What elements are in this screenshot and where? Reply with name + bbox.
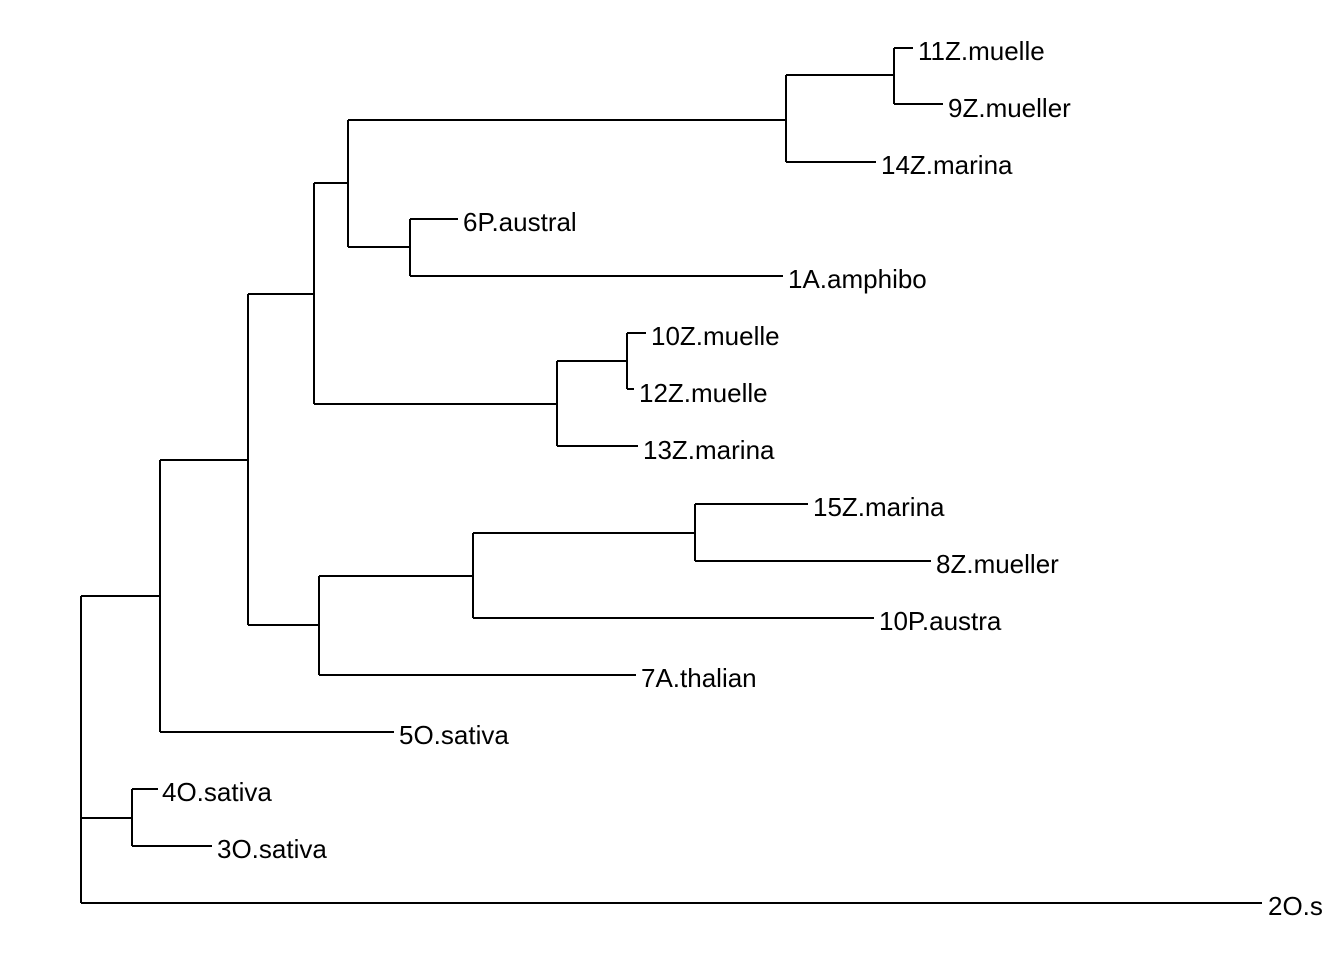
tip-label-9Z-mueller: 9Z.mueller [948,93,1071,123]
tip-label-4O-sativa: 4O.sativa [162,777,272,807]
tip-label-8Z-mueller: 8Z.mueller [936,549,1059,579]
tip-label-7A-thalian: 7A.thalian [641,663,757,693]
tip-label-12Z-muelle: 12Z.muelle [639,378,768,408]
tip-label-3O-sativa: 3O.sativa [217,834,327,864]
tip-label-11Z-muelle: 11Z.muelle [918,36,1045,66]
tip-label-1A-amphibo: 1A.amphibo [788,264,927,294]
tip-label-6P-austral: 6P.austral [463,207,577,237]
tip-label-14Z-marina: 14Z.marina [881,150,1013,180]
tip-label-2O-s: 2O.s [1268,891,1323,921]
tip-label-10P-austra: 10P.austra [879,606,1002,636]
tip-label-5O-sativa: 5O.sativa [399,720,509,750]
tip-labels: 11Z.muelle 9Z.mueller 14Z.marina 6P.aust… [162,36,1323,921]
tree-branches [80,47,1262,904]
tip-label-10Z-muelle: 10Z.muelle [651,321,780,351]
tip-label-15Z-marina: 15Z.marina [813,492,945,522]
tip-label-13Z-marina: 13Z.marina [643,435,775,465]
